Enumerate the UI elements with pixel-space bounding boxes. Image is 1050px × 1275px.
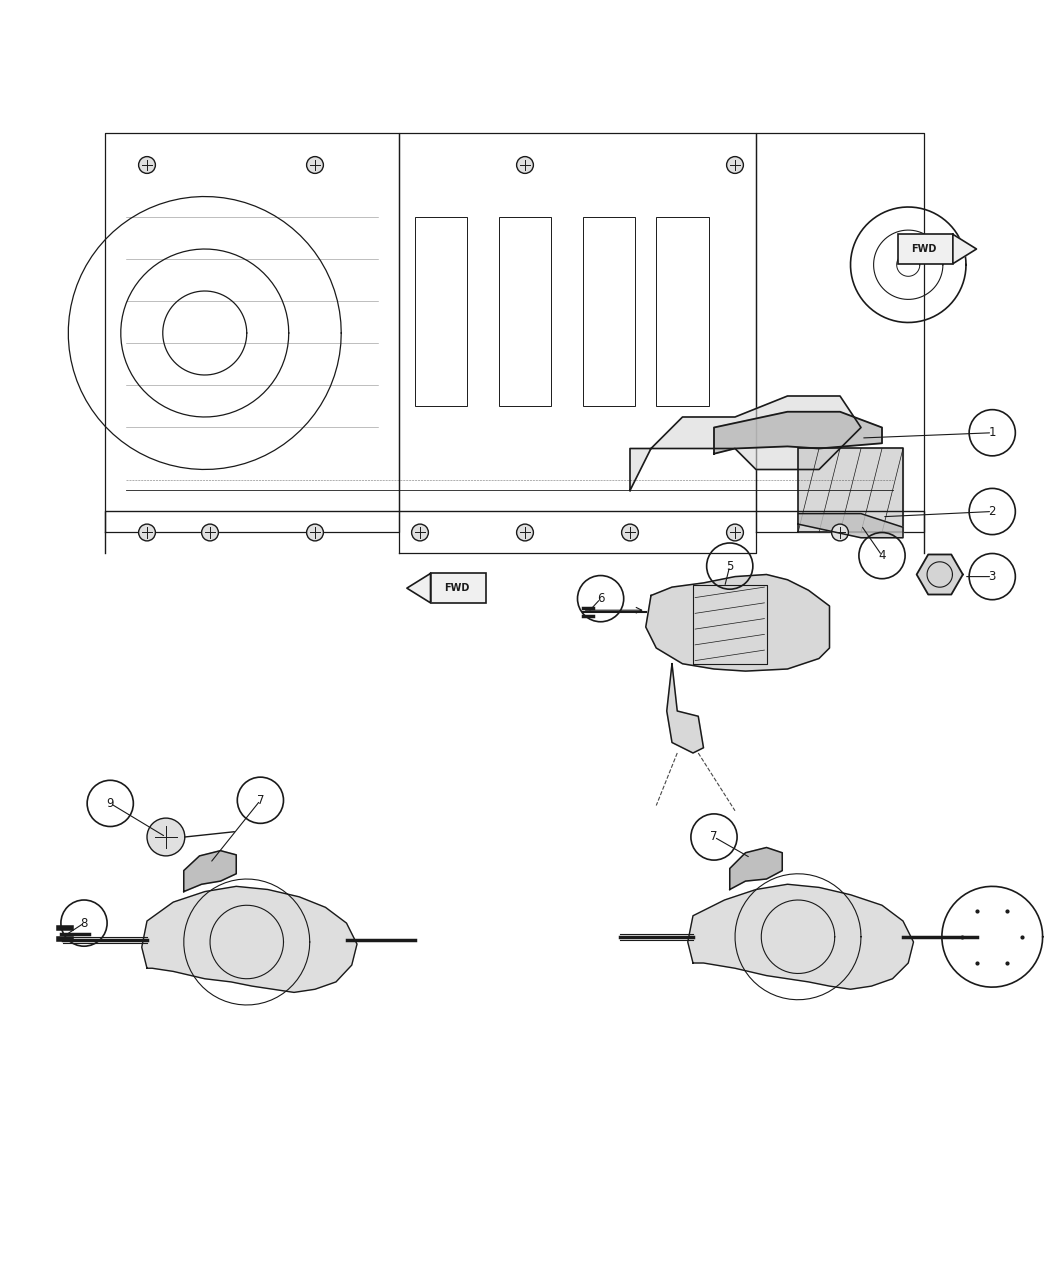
Bar (415, 218, 467, 407)
Circle shape (202, 524, 218, 541)
Circle shape (517, 157, 533, 173)
Text: 7: 7 (710, 830, 718, 844)
Text: 3: 3 (988, 570, 996, 583)
Text: 1: 1 (988, 426, 996, 440)
Polygon shape (917, 555, 963, 594)
Circle shape (622, 524, 638, 541)
Bar (430, 574, 485, 603)
Polygon shape (714, 412, 882, 454)
Text: 5: 5 (726, 560, 734, 572)
Text: FWD: FWD (444, 583, 469, 593)
Polygon shape (688, 885, 914, 989)
Bar (499, 218, 551, 407)
Bar (898, 235, 953, 264)
Text: FWD: FWD (911, 244, 937, 254)
Circle shape (727, 157, 743, 173)
Polygon shape (667, 664, 704, 754)
Text: 7: 7 (256, 794, 265, 807)
Polygon shape (406, 574, 430, 603)
Circle shape (517, 524, 533, 541)
Circle shape (412, 524, 428, 541)
Circle shape (139, 524, 155, 541)
Polygon shape (142, 886, 357, 992)
Text: 4: 4 (878, 550, 886, 562)
Polygon shape (953, 235, 976, 264)
Bar (656, 218, 709, 407)
Polygon shape (630, 397, 861, 491)
Text: 6: 6 (596, 592, 605, 606)
Polygon shape (798, 514, 903, 538)
Circle shape (147, 819, 185, 856)
Polygon shape (646, 575, 830, 671)
Circle shape (832, 524, 848, 541)
Circle shape (139, 157, 155, 173)
Polygon shape (730, 848, 782, 890)
Polygon shape (184, 850, 236, 891)
Polygon shape (798, 449, 903, 533)
Text: 2: 2 (988, 505, 996, 518)
Circle shape (307, 524, 323, 541)
Circle shape (727, 524, 743, 541)
Circle shape (307, 157, 323, 173)
Bar (583, 218, 635, 407)
Text: 8: 8 (80, 917, 88, 929)
Text: 9: 9 (106, 797, 114, 810)
